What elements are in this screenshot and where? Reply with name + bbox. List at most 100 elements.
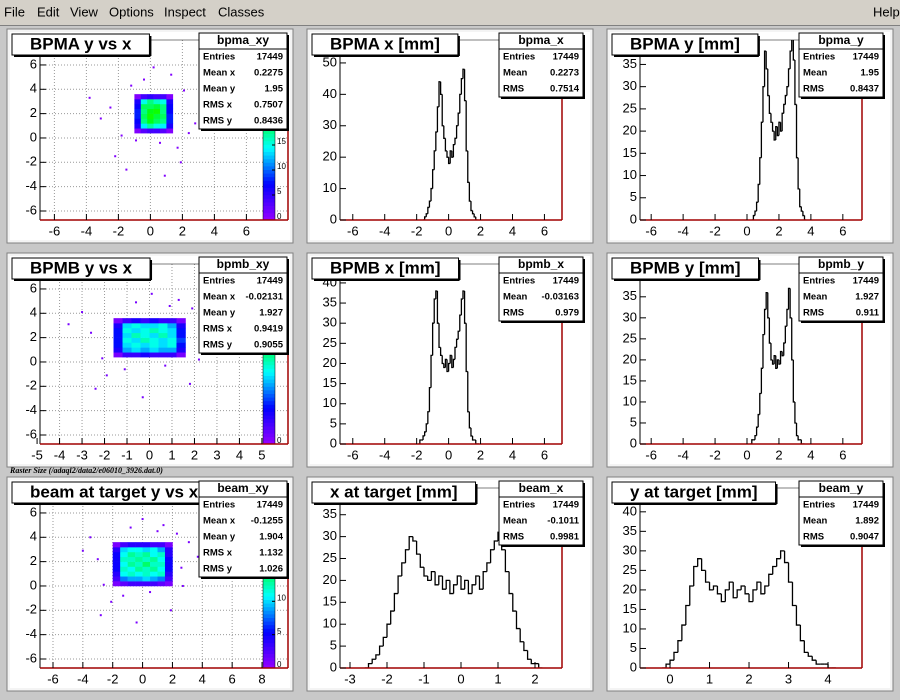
- histogram-bin: [459, 93, 462, 114]
- scatter-entry: [114, 155, 117, 158]
- heatmap-cell: [135, 547, 143, 553]
- heatmap-cell: [158, 337, 168, 343]
- histogram-bin: [771, 122, 775, 132]
- menu-item[interactable]: Classes: [218, 4, 265, 19]
- stats-box: [798, 32, 884, 98]
- colorbar-step: [263, 411, 275, 416]
- colorbar-tick-label: 0: [277, 212, 282, 221]
- colorbar-step: [263, 429, 275, 434]
- histogram-bin: [800, 439, 803, 444]
- y-tick-label: 10: [323, 180, 337, 195]
- histogram-bin: [508, 571, 513, 595]
- scatter-entry: [181, 584, 184, 587]
- panel-title: BPMA x [mm]: [330, 34, 440, 53]
- menu-item[interactable]: Edit: [37, 4, 60, 19]
- colorbar-step: [263, 592, 275, 597]
- x-tick-label: 1: [494, 671, 501, 686]
- heatmap-cell: [140, 123, 148, 129]
- histogram-bin: [459, 314, 462, 332]
- panel-title: BPMB y vs x: [30, 258, 133, 277]
- y-tick-label: 2: [30, 329, 37, 344]
- heatmap-cell: [127, 566, 136, 572]
- heatmap-cell: [131, 337, 141, 343]
- heatmap-cell: [120, 542, 128, 548]
- colorbar-tick-label: 10: [277, 593, 286, 602]
- menu-item[interactable]: Options: [109, 4, 154, 19]
- stats-label: RMS: [503, 532, 524, 543]
- x-tick-label: 6: [243, 223, 250, 238]
- heatmap-cell: [134, 94, 142, 100]
- heatmap-cell: [157, 547, 166, 553]
- heatmap-cell: [112, 576, 121, 582]
- histogram-bin: [759, 392, 762, 415]
- heatmap-cell: [158, 323, 168, 329]
- histogram-bin: [815, 660, 821, 665]
- heatmap-cell: [134, 128, 142, 134]
- heatmap-cell: [134, 123, 142, 129]
- stats-value: -0.02131: [245, 292, 283, 303]
- heatmap-cell: [142, 571, 151, 577]
- heatmap-cell: [166, 99, 174, 105]
- x-tick-label: 0: [147, 223, 154, 238]
- colorbar-step: [263, 635, 275, 640]
- y-tick-label: 0: [630, 659, 637, 674]
- heatmap-cell: [134, 118, 142, 124]
- histogram-bin: [367, 662, 373, 668]
- heatmap-cell: [122, 327, 132, 334]
- x-tick-label: -6: [645, 223, 657, 238]
- y-tick-label: 40: [323, 86, 337, 101]
- stats-name: beam_x: [519, 481, 564, 495]
- heatmap-cell: [176, 318, 186, 324]
- heatmap-cell: [157, 566, 166, 572]
- histogram-bin: [443, 363, 446, 369]
- x-tick-label: 3: [213, 447, 220, 462]
- histogram-bin: [464, 579, 469, 590]
- stats-label: Mean: [503, 292, 527, 303]
- stats-value: 17449: [257, 500, 283, 511]
- heatmap-cell: [142, 576, 151, 582]
- x-tick-label: 4: [807, 447, 814, 462]
- stats-value: 17449: [553, 52, 579, 63]
- heatmap-cell: [113, 347, 123, 353]
- histogram-bin: [515, 611, 521, 630]
- menu-item[interactable]: Inspect: [164, 4, 206, 19]
- heatmap-cell: [147, 108, 154, 114]
- stats-label: Mean y: [203, 84, 236, 95]
- stats-label: Mean: [803, 516, 827, 527]
- histogram-bin: [382, 636, 387, 647]
- scatter-entry: [196, 555, 199, 558]
- heatmap-cell: [153, 123, 161, 129]
- histogram-bin: [482, 571, 487, 590]
- stats-value: 0.8437: [850, 84, 879, 95]
- y-tick-label: 10: [623, 620, 637, 635]
- scatter-entry: [105, 374, 108, 377]
- heatmap-cell: [113, 342, 123, 348]
- stats-value: -0.03163: [541, 292, 579, 303]
- histogram-bin: [783, 550, 789, 564]
- menu-item[interactable]: View: [70, 4, 99, 19]
- heatmap-cell: [149, 323, 159, 329]
- histogram-bin: [439, 347, 443, 357]
- colorbar-step: [263, 660, 275, 665]
- stats-name: bpmb_x: [518, 257, 564, 271]
- histogram-bin: [415, 540, 421, 555]
- y-tick-label: -6: [25, 650, 37, 665]
- histogram-bin: [776, 558, 781, 567]
- y-tick-label: 2: [30, 105, 37, 120]
- scatter-entry: [129, 526, 132, 529]
- colorbar-step: [263, 606, 275, 611]
- heatmap-cell: [135, 556, 143, 562]
- stats-box: [498, 256, 584, 322]
- histogram-bin: [693, 565, 698, 587]
- histogram-bin: [404, 549, 410, 563]
- heatmap-cell: [122, 337, 132, 343]
- histogram-bin: [449, 354, 452, 364]
- menu-item[interactable]: File: [4, 4, 25, 19]
- x-tick-label: -6: [347, 447, 359, 462]
- menu-help[interactable]: Help: [873, 4, 900, 19]
- histogram-bin: [763, 50, 767, 87]
- stats-value: 0.2275: [254, 68, 284, 79]
- heatmap-cell: [112, 556, 121, 562]
- colorbar-step: [263, 372, 275, 376]
- colorbar-step: [263, 361, 275, 366]
